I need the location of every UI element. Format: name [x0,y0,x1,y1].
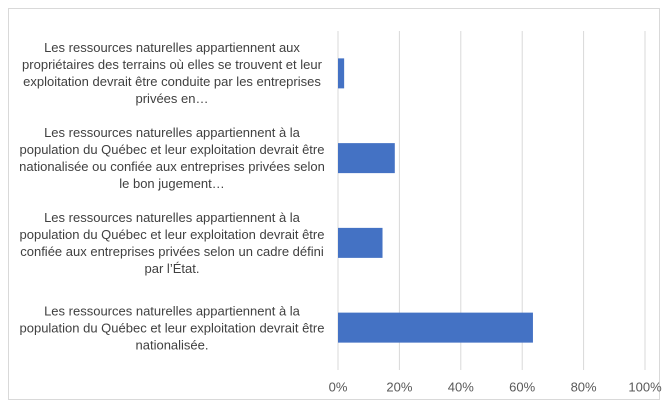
x-tick-label: 40% [448,379,474,394]
x-tick-label: 80% [571,379,597,394]
chart-frame [8,8,660,400]
category-label: Les ressources naturelles appartiennent … [19,209,325,276]
x-tick-label: 0% [329,379,348,394]
category-label: Les ressources naturelles appartiennent … [19,303,325,353]
bar [338,312,533,343]
x-tick-label: 60% [509,379,535,394]
category-label: Les ressources naturelles appartiennent … [22,40,322,107]
bar [338,143,395,174]
x-tick-label: 100% [628,379,662,394]
x-tick-label: 20% [386,379,412,394]
bar [338,58,345,89]
bar [338,227,383,258]
category-label: Les ressources naturelles appartiennent … [19,125,325,192]
